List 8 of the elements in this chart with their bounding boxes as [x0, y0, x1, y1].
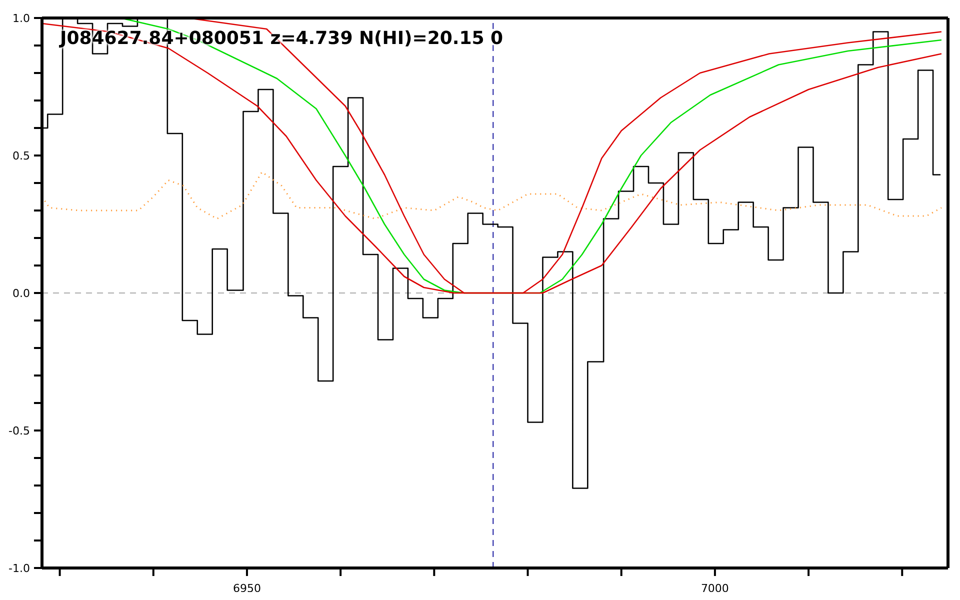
x-tick-label: 6950: [232, 582, 261, 595]
x-tick-label: 7000: [700, 582, 729, 595]
y-tick-label: -0.5: [8, 424, 30, 438]
y-tick-label: 0.0: [12, 287, 30, 300]
y-tick-label: -1.0: [8, 562, 30, 575]
y-tick-label: 1.0: [12, 12, 30, 25]
y-tick-label: 0.5: [12, 150, 30, 162]
line-series: [42, 171, 942, 220]
